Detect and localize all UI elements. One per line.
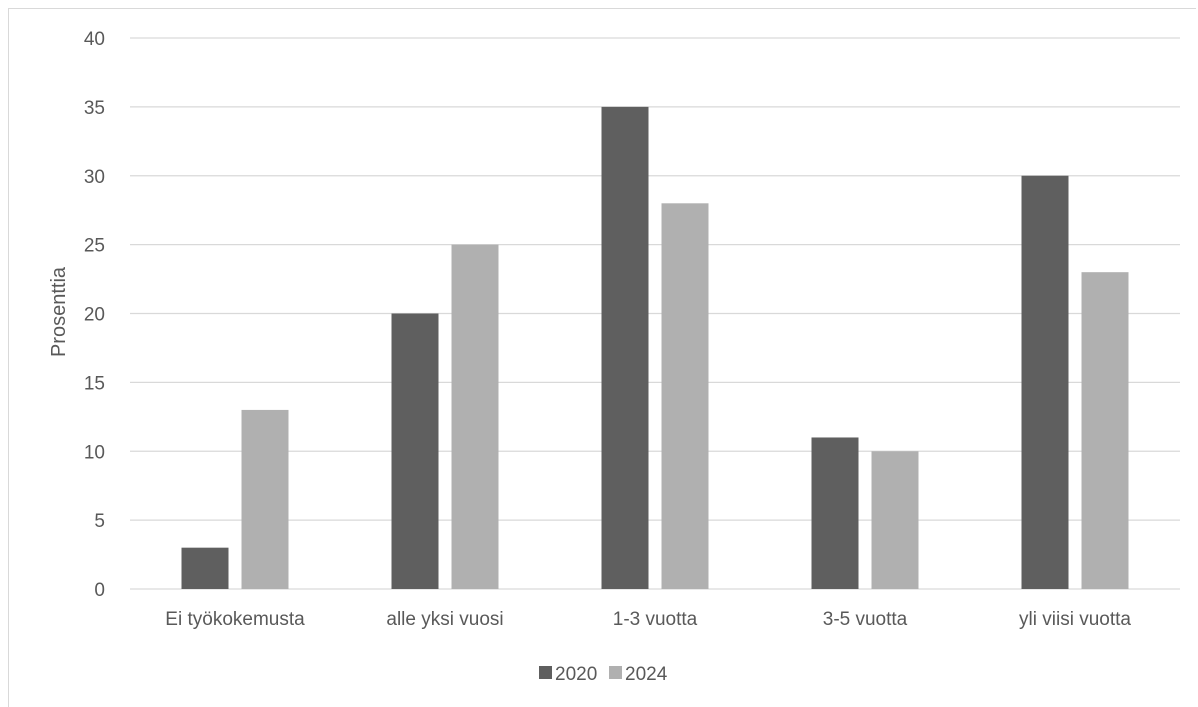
bars xyxy=(181,106,1129,590)
legend: 2020 2024 xyxy=(539,664,668,685)
x-tick-label: alle yksi vuosi xyxy=(386,609,503,630)
bar-2024 xyxy=(1081,272,1129,589)
x-tick-label: yli viisi vuotta xyxy=(1019,609,1131,630)
legend-label-2020: 2020 xyxy=(555,664,597,685)
bar-2020 xyxy=(181,547,229,589)
y-tick-labels: 0 5 10 15 20 25 30 35 40 xyxy=(84,29,105,601)
y-tick-label: 25 xyxy=(84,236,105,257)
gridlines xyxy=(130,37,1180,590)
bar-2024 xyxy=(451,244,499,589)
bar-2024 xyxy=(661,203,709,590)
bar-2020 xyxy=(391,313,439,589)
y-tick-label: 30 xyxy=(84,167,105,188)
bar-2024 xyxy=(871,451,919,589)
bar-2020 xyxy=(1021,175,1069,589)
x-tick-label: Ei työkokemusta xyxy=(165,609,305,630)
y-tick-label: 35 xyxy=(84,98,105,119)
bar-2024 xyxy=(241,409,289,589)
legend-swatch-2020 xyxy=(539,666,552,679)
y-axis-label: Prosenttia xyxy=(48,266,70,357)
x-tick-labels: Ei työkokemusta alle yksi vuosi 1-3 vuotta… xyxy=(165,609,1131,630)
bar-2020 xyxy=(601,106,649,589)
y-tick-label: 0 xyxy=(94,580,105,601)
y-tick-label: 40 xyxy=(84,29,105,50)
bar-2020 xyxy=(811,437,859,589)
x-tick-label: 3-5 vuotta xyxy=(823,609,908,630)
y-tick-label: 10 xyxy=(84,442,105,463)
y-tick-label: 20 xyxy=(84,305,105,326)
y-tick-label: 15 xyxy=(84,373,105,394)
legend-label-2024: 2024 xyxy=(625,664,668,685)
y-tick-label: 5 xyxy=(94,511,105,532)
x-tick-label: 1-3 vuotta xyxy=(613,609,698,630)
legend-swatch-2024 xyxy=(609,666,622,679)
